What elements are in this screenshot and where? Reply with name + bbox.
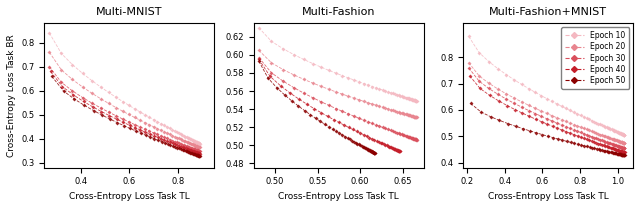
Y-axis label: Cross-Entropy Loss Task BR: Cross-Entropy Loss Task BR	[7, 34, 16, 157]
Title: Multi-MNIST: Multi-MNIST	[96, 7, 163, 17]
Legend: Epoch 10, Epoch 20, Epoch 30, Epoch 40, Epoch 50: Epoch 10, Epoch 20, Epoch 30, Epoch 40, …	[561, 27, 629, 89]
X-axis label: Cross-Entropy Loss Task TL: Cross-Entropy Loss Task TL	[278, 192, 399, 201]
Title: Multi-Fashion: Multi-Fashion	[302, 7, 376, 17]
Title: Multi-Fashion+MNIST: Multi-Fashion+MNIST	[489, 7, 607, 17]
X-axis label: Cross-Entropy Loss Task TL: Cross-Entropy Loss Task TL	[488, 192, 609, 201]
X-axis label: Cross-Entropy Loss Task TL: Cross-Entropy Loss Task TL	[69, 192, 190, 201]
